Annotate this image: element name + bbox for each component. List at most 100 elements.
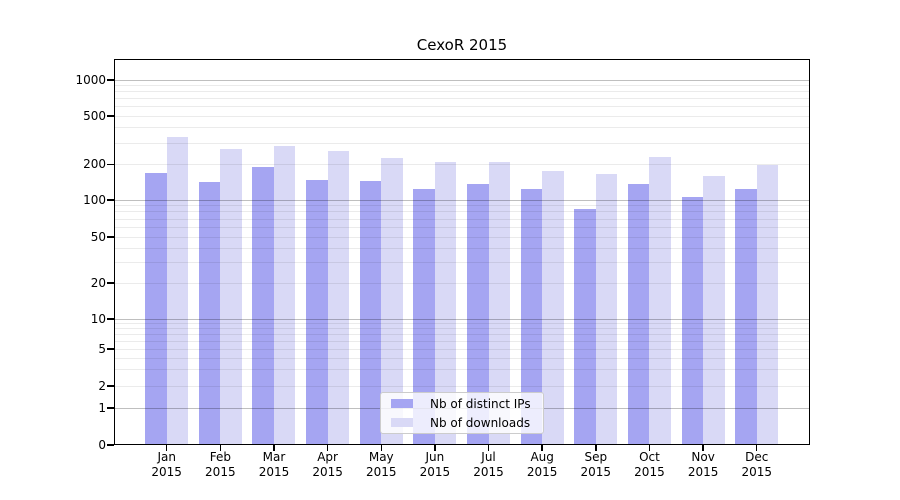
x-tick-label-jun: Jun 2015 xyxy=(407,450,463,480)
year-label: 2015 xyxy=(473,465,504,479)
month-label: Nov xyxy=(691,450,715,464)
x-tick-label-mar: Mar 2015 xyxy=(246,450,302,480)
month-label: Mar xyxy=(262,450,286,464)
legend: Nb of distinct IPs Nb of downloads xyxy=(380,392,544,434)
x-tick xyxy=(487,445,490,451)
chart-title: CexoR 2015 xyxy=(416,36,508,54)
x-tick xyxy=(755,445,758,451)
bar-downloads-nov xyxy=(703,175,725,445)
y-tick xyxy=(107,163,114,166)
bar-downloads-oct xyxy=(649,156,671,445)
y-tick xyxy=(107,282,114,284)
month-label: Aug xyxy=(530,450,554,464)
bar-distinct-ips-jun xyxy=(413,188,435,445)
x-tick-label-jan: Jan 2015 xyxy=(139,450,195,480)
month-label: Dec xyxy=(745,450,769,464)
month-label: Jan xyxy=(157,450,176,464)
bar-downloads-may xyxy=(381,158,403,445)
y-tick-label: 500 xyxy=(83,108,106,123)
legend-label-distinct-ips: Nb of distinct IPs xyxy=(430,396,531,411)
bar-downloads-jan xyxy=(166,137,189,445)
x-tick-label-oct: Oct 2015 xyxy=(621,450,677,480)
year-label: 2015 xyxy=(741,465,772,479)
y-tick xyxy=(107,79,114,81)
gridline-minor-9 xyxy=(114,323,810,325)
gridline-minor-7 xyxy=(114,333,810,335)
gridline-minor-200 xyxy=(114,164,810,165)
bar-distinct-ips-may xyxy=(359,180,382,445)
gridline-minor-90 xyxy=(114,205,810,207)
bar-distinct-ips-jul xyxy=(467,183,489,445)
gridline-minor-4 xyxy=(114,357,810,359)
gridline-minor-500 xyxy=(114,115,810,117)
gridline-minor-400 xyxy=(114,127,810,129)
y-tick-label: 5 xyxy=(98,341,106,356)
bar-distinct-ips-apr xyxy=(306,179,328,445)
bar-distinct-ips-dec xyxy=(735,189,757,445)
year-label: 2015 xyxy=(205,465,236,479)
bar-distinct-ips-nov xyxy=(681,196,704,445)
bar-downloads-dec xyxy=(756,164,779,445)
x-tick-label-feb: Feb 2015 xyxy=(192,450,248,480)
gridline-minor-300 xyxy=(114,142,810,144)
year-label: 2015 xyxy=(526,465,558,479)
gridline-major-10 xyxy=(114,318,810,320)
month-label: Apr xyxy=(317,450,338,464)
gridline-minor-8 xyxy=(114,328,810,330)
month-label: Jun xyxy=(425,450,445,464)
bar-distinct-ips-aug xyxy=(520,189,543,445)
month-label: May xyxy=(368,450,394,464)
month-label: Jul xyxy=(481,450,496,464)
year-label: 2015 xyxy=(365,465,397,479)
year-label: 2015 xyxy=(258,465,290,479)
y-tick-label: 0 xyxy=(98,437,106,452)
plot-area xyxy=(114,59,810,445)
gridline-minor-6 xyxy=(114,340,810,342)
year-label: 2015 xyxy=(312,465,343,479)
gridline-minor-3 xyxy=(114,369,810,371)
x-tick-label-aug: Aug 2015 xyxy=(514,450,570,480)
legend-item-downloads: Nb of downloads xyxy=(387,415,537,431)
bar-downloads-mar xyxy=(273,146,296,445)
year-label: 2015 xyxy=(419,465,451,479)
gridline-minor-600 xyxy=(114,106,810,108)
y-tick-label: 2 xyxy=(98,378,106,393)
bar-distinct-ips-feb xyxy=(198,181,221,445)
bar-distinct-ips-oct xyxy=(627,183,650,445)
y-tick-label: 50 xyxy=(90,229,106,244)
x-tick-label-jul: Jul 2015 xyxy=(461,450,517,480)
bar-distinct-ips-sep xyxy=(574,209,596,445)
y-tick xyxy=(107,318,114,320)
y-tick-label: 1 xyxy=(98,400,106,415)
gridline-minor-800 xyxy=(114,91,810,93)
bar-distinct-ips-jan xyxy=(145,173,167,445)
y-tick xyxy=(107,199,114,201)
gridline-minor-70 xyxy=(114,218,810,220)
gridline-minor-2 xyxy=(114,385,810,387)
bar-downloads-jun xyxy=(434,161,457,445)
x-tick-label-apr: Apr 2015 xyxy=(300,450,356,480)
legend-swatch-distinct-ips xyxy=(391,399,413,408)
x-tick-label-nov: Nov 2015 xyxy=(675,450,731,480)
bar-downloads-sep xyxy=(595,174,618,445)
gridline-minor-40 xyxy=(114,247,810,249)
gridline-minor-30 xyxy=(114,262,810,264)
gridline-minor-20 xyxy=(114,282,810,284)
x-tick xyxy=(380,445,382,451)
gridline-minor-50 xyxy=(114,236,810,238)
y-tick xyxy=(107,236,114,238)
year-label: 2015 xyxy=(687,465,719,479)
bar-downloads-aug xyxy=(542,170,564,445)
x-tick xyxy=(326,445,329,451)
gridline-major-100 xyxy=(114,199,810,201)
x-tick xyxy=(702,445,704,451)
bar-downloads-jul xyxy=(488,161,511,445)
gridline-minor-5 xyxy=(114,348,810,350)
y-tick xyxy=(107,348,114,350)
y-tick-label: 20 xyxy=(90,275,106,290)
bar-distinct-ips-mar xyxy=(252,167,274,445)
month-label: Feb xyxy=(209,450,231,464)
y-tick xyxy=(107,407,114,409)
x-tick-label-sep: Sep 2015 xyxy=(568,450,624,480)
legend-item-distinct-ips: Nb of distinct IPs xyxy=(387,396,537,412)
